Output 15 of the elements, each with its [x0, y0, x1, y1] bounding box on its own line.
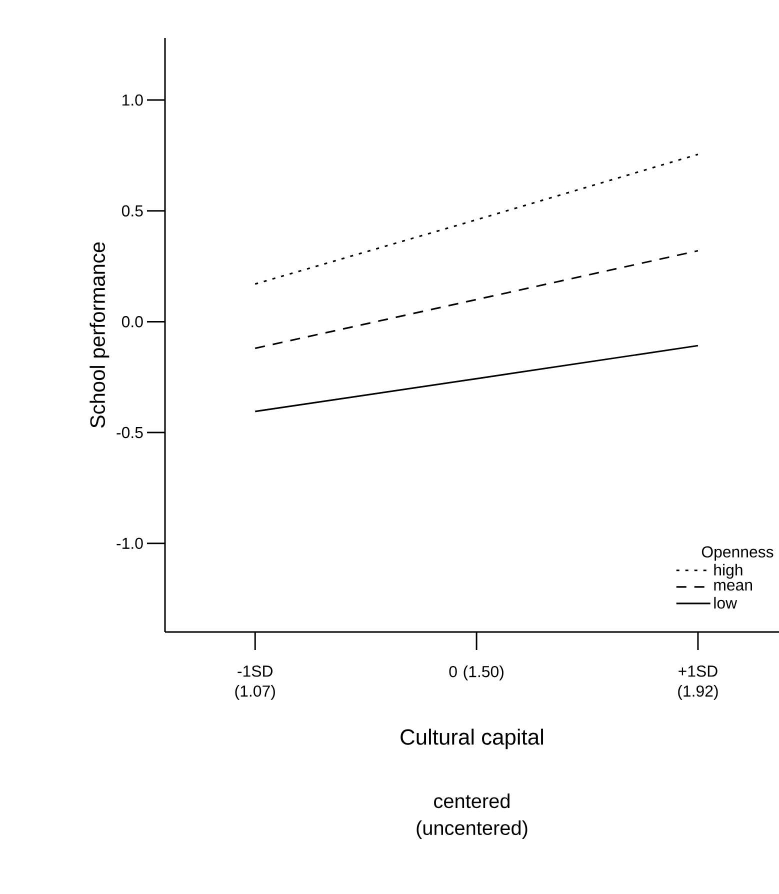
x-tick-label: -1SD (1.07): [235, 666, 275, 700]
legend-label: low: [714, 596, 738, 609]
y-tick-label: 0.0: [122, 316, 143, 328]
legend-label: mean: [714, 582, 752, 591]
legend-label: high: [714, 564, 742, 579]
y-tick-label: 1.0: [122, 94, 143, 106]
x-tick-label: 0 (1.50): [449, 666, 504, 680]
y-tick-label: 0.5: [122, 205, 143, 217]
x-axis-title: Cultural capital: [400, 728, 543, 750]
text: centered (uncentered): [416, 794, 528, 839]
y-tick-label: -1.0: [116, 538, 143, 549]
x-tick-label: +1SD (1.92): [678, 666, 718, 700]
y-axis-title: School performance: [90, 242, 110, 428]
y-tick-label: -0.5: [116, 426, 143, 438]
legend-title: Openness: [702, 546, 774, 561]
